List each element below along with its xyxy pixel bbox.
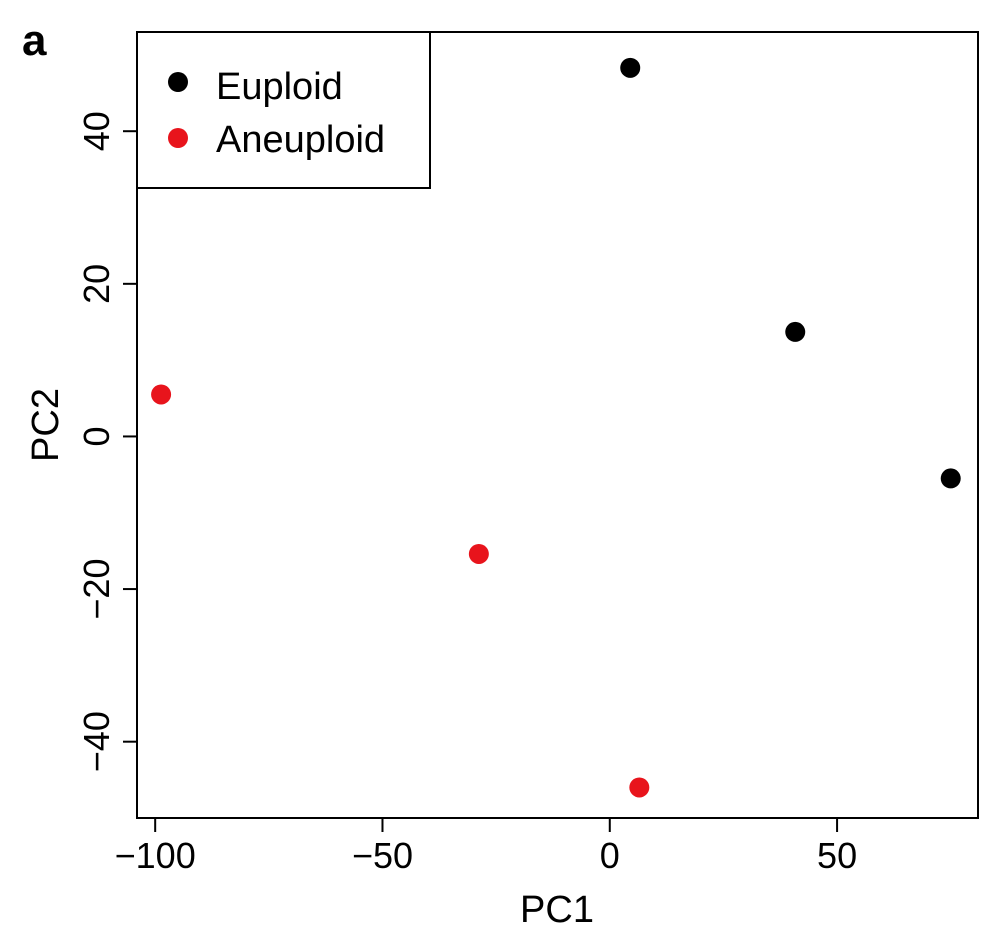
x-tick-label: −50 [352, 835, 413, 876]
point-aneuploid [629, 777, 650, 798]
x-tick-label: 0 [600, 835, 620, 876]
y-tick-label: −40 [76, 711, 117, 772]
plot-frame [136, 31, 979, 819]
point-aneuploid [151, 384, 172, 405]
legend: Euploid Aneuploid [136, 31, 431, 189]
y-tick-label: 20 [76, 264, 117, 304]
data-points [151, 57, 961, 798]
x-tick-label: −100 [115, 835, 196, 876]
y-tick-label: 40 [76, 111, 117, 151]
x-axis-title: PC1 [520, 889, 594, 931]
legend-box [136, 31, 431, 189]
point-euploid [620, 57, 641, 78]
legend-marker-euploid [168, 72, 188, 92]
legend-label-euploid: Euploid [216, 66, 343, 108]
y-tick-label: 0 [76, 426, 117, 446]
y-tick-label: −20 [76, 559, 117, 620]
x-tick-label: 50 [817, 835, 857, 876]
point-aneuploid [468, 543, 489, 564]
legend-label-aneuploid: Aneuploid [216, 119, 385, 161]
x-axis: −100 −50 0 50 [115, 818, 857, 876]
y-axis: −40 −20 0 20 40 [76, 111, 137, 772]
point-euploid [785, 321, 806, 342]
panel-label: a [22, 16, 47, 65]
y-axis-title: PC2 [25, 388, 67, 462]
point-euploid [940, 468, 961, 489]
legend-marker-aneuploid [168, 128, 188, 148]
